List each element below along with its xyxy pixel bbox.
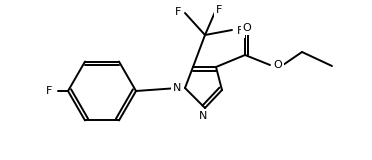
Text: N: N xyxy=(199,111,207,121)
Text: N: N xyxy=(173,83,181,93)
Text: F: F xyxy=(175,7,181,17)
Text: O: O xyxy=(274,60,282,70)
Text: F: F xyxy=(237,26,243,36)
Text: F: F xyxy=(216,5,222,15)
Text: O: O xyxy=(243,23,251,33)
Text: F: F xyxy=(46,86,52,96)
